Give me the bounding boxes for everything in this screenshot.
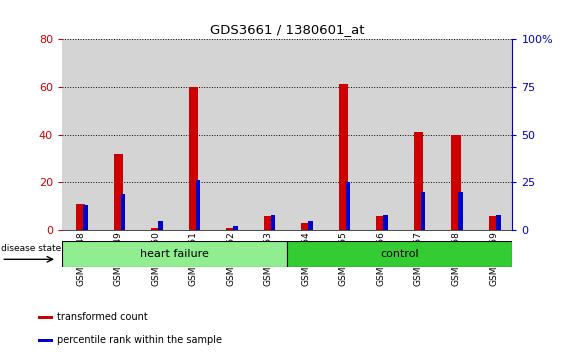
- Bar: [62, 39, 100, 230]
- Bar: [271, 215, 275, 230]
- Bar: [249, 39, 287, 230]
- Bar: [496, 215, 501, 230]
- Bar: [38, 316, 53, 319]
- Bar: [226, 228, 235, 230]
- Bar: [158, 221, 163, 230]
- Text: disease state: disease state: [1, 244, 61, 253]
- Text: transformed count: transformed count: [56, 312, 148, 322]
- Bar: [489, 216, 498, 230]
- Text: percentile rank within the sample: percentile rank within the sample: [56, 335, 221, 346]
- Bar: [114, 154, 123, 230]
- Bar: [325, 39, 362, 230]
- Bar: [233, 226, 238, 230]
- Bar: [287, 241, 512, 267]
- Text: heart failure: heart failure: [140, 249, 209, 259]
- Bar: [414, 132, 423, 230]
- Bar: [376, 216, 386, 230]
- Bar: [212, 39, 249, 230]
- Bar: [83, 205, 88, 230]
- Bar: [120, 194, 125, 230]
- Bar: [62, 241, 287, 267]
- Bar: [339, 84, 348, 230]
- Title: GDS3661 / 1380601_at: GDS3661 / 1380601_at: [210, 23, 364, 36]
- Bar: [151, 228, 160, 230]
- Bar: [38, 339, 53, 342]
- Bar: [137, 39, 175, 230]
- Bar: [196, 181, 200, 230]
- Bar: [263, 216, 273, 230]
- Bar: [100, 39, 137, 230]
- Bar: [189, 87, 198, 230]
- Bar: [362, 39, 400, 230]
- Bar: [400, 39, 437, 230]
- Bar: [301, 223, 311, 230]
- Bar: [421, 192, 426, 230]
- Bar: [437, 39, 475, 230]
- Bar: [458, 192, 463, 230]
- Bar: [76, 204, 86, 230]
- Bar: [452, 135, 461, 230]
- Text: control: control: [381, 249, 419, 259]
- Bar: [475, 39, 512, 230]
- Bar: [383, 215, 388, 230]
- Bar: [346, 182, 350, 230]
- Bar: [309, 221, 313, 230]
- Bar: [175, 39, 212, 230]
- Bar: [287, 39, 325, 230]
